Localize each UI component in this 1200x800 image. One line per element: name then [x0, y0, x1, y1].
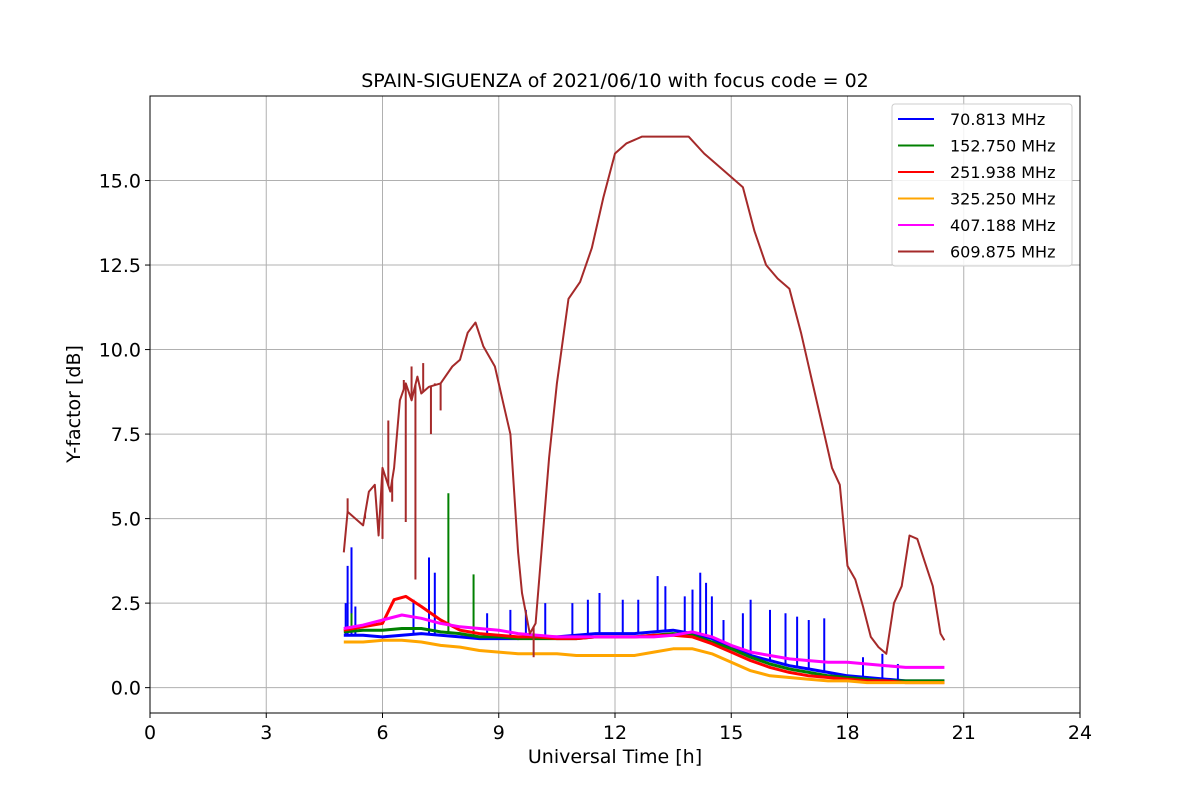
- x-tick-label: 12: [603, 722, 627, 744]
- y-tick-label: 5.0: [111, 509, 141, 531]
- x-tick-label: 24: [1068, 722, 1092, 744]
- y-tick-label: 2.5: [111, 593, 141, 615]
- legend: 70.813 MHz 152.750 MHz 251.938 MHz 325.250 …: [891, 103, 1073, 267]
- x-tick-label: 21: [952, 722, 976, 744]
- legend-label: 70.813 MHz: [950, 110, 1045, 129]
- y-tick-label: 0.0: [111, 678, 141, 700]
- x-axis-label: Universal Time [h]: [528, 746, 702, 768]
- series-4: [343, 613, 945, 669]
- y-tick-label: 10.0: [99, 340, 141, 362]
- legend-label: 325.250 MHz: [950, 190, 1055, 209]
- series-line: [343, 638, 945, 685]
- x-tick-label: 0: [144, 722, 156, 744]
- series-line: [343, 628, 945, 683]
- series-5: [342, 135, 946, 658]
- series-line: [342, 135, 946, 655]
- plot-area: [342, 135, 946, 685]
- axis-ticks: 0 3 6 9 12 15 18 21 24 0.0 2.5 5.0 7.5 10.0 12.5 15.0: [99, 171, 1092, 744]
- y-tick-label: 15.0: [99, 171, 141, 193]
- legend-label: 407.188 MHz: [950, 216, 1055, 235]
- x-tick-label: 15: [719, 722, 743, 744]
- x-tick-label: 6: [376, 722, 388, 744]
- legend-label: 251.938 MHz: [950, 163, 1055, 182]
- x-tick-label: 3: [260, 722, 272, 744]
- legend-label: 609.875 MHz: [950, 243, 1055, 262]
- x-tick-label: 9: [493, 722, 505, 744]
- series-line: [343, 613, 945, 669]
- y-tick-label: 7.5: [111, 424, 141, 446]
- legend-frame: [891, 103, 1073, 267]
- chart-title: SPAIN-SIGUENZA of 2021/06/10 with focus …: [361, 70, 869, 92]
- series-3: [343, 638, 945, 685]
- y-axis-label: Y-factor [dB]: [63, 345, 85, 464]
- legend-label: 152.750 MHz: [950, 137, 1055, 156]
- y-tick-label: 12.5: [99, 255, 141, 277]
- x-tick-label: 18: [835, 722, 859, 744]
